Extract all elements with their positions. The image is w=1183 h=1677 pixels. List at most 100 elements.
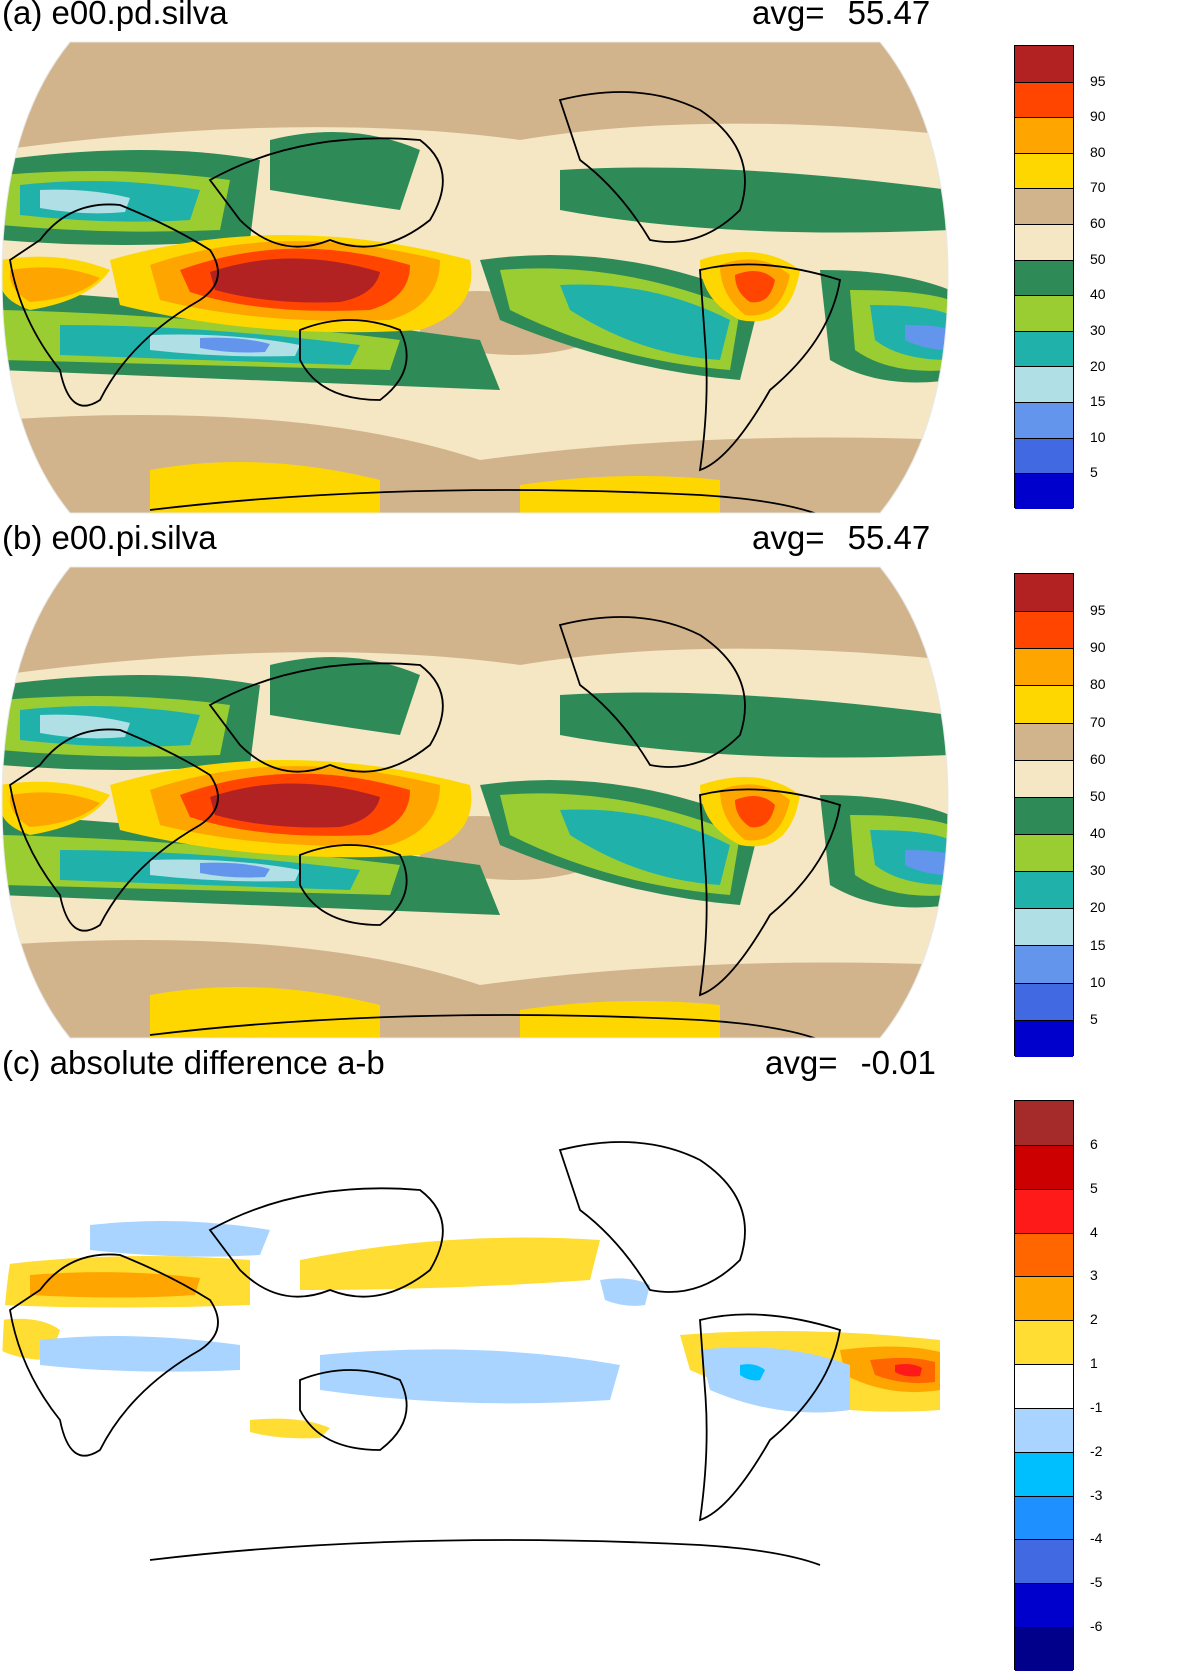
colorbar [1014, 573, 1074, 1057]
colorbar [1014, 1100, 1074, 1671]
colorbar-box [1015, 1144, 1073, 1189]
contour-region [270, 657, 420, 735]
colorbar-box [1015, 1276, 1073, 1321]
avg-readout: avg= 55.47 [752, 0, 930, 32]
avg-readout: avg= -0.01 [765, 1044, 936, 1082]
colorbar-tick-label: 15 [1090, 936, 1106, 953]
panel-title: (c) absolute difference a-b [2, 1044, 385, 1081]
contour-region [895, 1364, 922, 1377]
contour-region [905, 325, 948, 350]
avg-readout: avg= 55.47 [752, 519, 930, 557]
colorbar-tick-label: 10 [1090, 428, 1106, 445]
colorbar-tick-label: 80 [1090, 676, 1106, 693]
colorbar-box [1015, 1320, 1073, 1365]
colorbar-box [1015, 473, 1073, 509]
coastline [299, 319, 408, 401]
colorbar-tick-label: 10 [1090, 973, 1106, 990]
colorbar-box [1015, 402, 1073, 438]
map-plot [1, 41, 949, 514]
colorbar-tick-label: 90 [1090, 639, 1106, 656]
colorbar-tick-label: -5 [1090, 1574, 1103, 1591]
colorbar-box [1015, 611, 1073, 649]
coastline [698, 788, 842, 997]
avg-value: 55.47 [847, 519, 931, 556]
colorbar-box [1015, 1539, 1073, 1584]
colorbar-box [1015, 574, 1073, 612]
contour-region [210, 258, 380, 303]
colorbar-tick-label: 30 [1090, 321, 1106, 338]
coastline [299, 1369, 408, 1451]
colorbar-box [1015, 259, 1073, 296]
colorbar-tick-label: 80 [1090, 143, 1106, 160]
map-plot [1, 566, 949, 1039]
colorbar-box [1015, 908, 1073, 946]
colorbar-box [1015, 188, 1073, 225]
contour-region [735, 271, 775, 303]
contour-region [560, 284, 730, 360]
map-outline [1, 41, 949, 514]
contour-region [270, 132, 420, 210]
coastline [149, 489, 821, 513]
colorbar-tick-label: -6 [1090, 1618, 1103, 1635]
colorbar-box [1015, 722, 1073, 760]
colorbar-box [1015, 685, 1073, 723]
contour-region [210, 783, 380, 828]
coastline [9, 203, 219, 407]
coastline [208, 1187, 444, 1298]
colorbar-tick-label: 40 [1090, 286, 1106, 303]
contour-region [560, 809, 730, 885]
colorbar-tick-label: 95 [1090, 72, 1106, 89]
colorbar-tick-label: 15 [1090, 393, 1106, 410]
colorbar-box [1015, 1364, 1073, 1408]
coastline [208, 137, 444, 248]
panel-a: (a) e00.pd.silva avg= 55.47 95 90 80 70 60 50… [0, 0, 1183, 560]
contour-region [40, 714, 130, 739]
colorbar-tick-label: 40 [1090, 825, 1106, 842]
colorbar-box [1015, 1019, 1073, 1057]
colorbar-box [1015, 224, 1073, 260]
avg-value: -0.01 [860, 1044, 936, 1081]
contour-region [30, 1272, 200, 1298]
colorbar-box [1015, 833, 1073, 872]
contour-region [2, 42, 948, 150]
avg-label: avg= [765, 1044, 838, 1081]
contour-region [2, 567, 948, 675]
colorbar-box [1015, 1583, 1073, 1628]
colorbar-tick-label: 50 [1090, 250, 1106, 267]
colorbar-tick-label: 70 [1090, 713, 1106, 730]
coastline [558, 1141, 746, 1293]
colorbar-box [1015, 1495, 1073, 1540]
contour-region [905, 850, 948, 875]
colorbar-box [1015, 366, 1073, 403]
panel-title: (b) e00.pi.silva [2, 519, 217, 556]
colorbar-box [1015, 437, 1073, 474]
colorbar-box [1015, 796, 1073, 834]
coastline [149, 1539, 821, 1566]
colorbar-box [1015, 152, 1073, 189]
colorbar-tick-label: 4 [1090, 1223, 1098, 1240]
panel-title: (a) e00.pd.silva [2, 0, 228, 31]
colorbar-box [1015, 1101, 1073, 1145]
contour-region [200, 337, 270, 353]
colorbar-tick-label: 5 [1090, 464, 1098, 481]
colorbar-box [1015, 46, 1073, 82]
map-plot [2, 1092, 948, 1668]
coastline [9, 728, 219, 932]
coastline [299, 844, 408, 926]
contour-region [10, 267, 100, 302]
map-outline [1, 566, 949, 1039]
contour-region [40, 1336, 240, 1372]
colorbar-tick-label: -2 [1090, 1442, 1103, 1459]
colorbar-box [1015, 648, 1073, 686]
colorbar-box [1015, 759, 1073, 797]
contour-region [600, 1278, 650, 1306]
colorbar-box [1015, 295, 1073, 331]
colorbar-tick-label: 3 [1090, 1267, 1098, 1284]
colorbar-box [1015, 1451, 1073, 1496]
coastline [149, 1014, 821, 1038]
coastline [558, 91, 746, 243]
colorbar-tick-label: 1 [1090, 1355, 1098, 1372]
coastline [558, 616, 746, 768]
colorbar-box [1015, 330, 1073, 367]
colorbar-tick-label: 20 [1090, 899, 1106, 916]
